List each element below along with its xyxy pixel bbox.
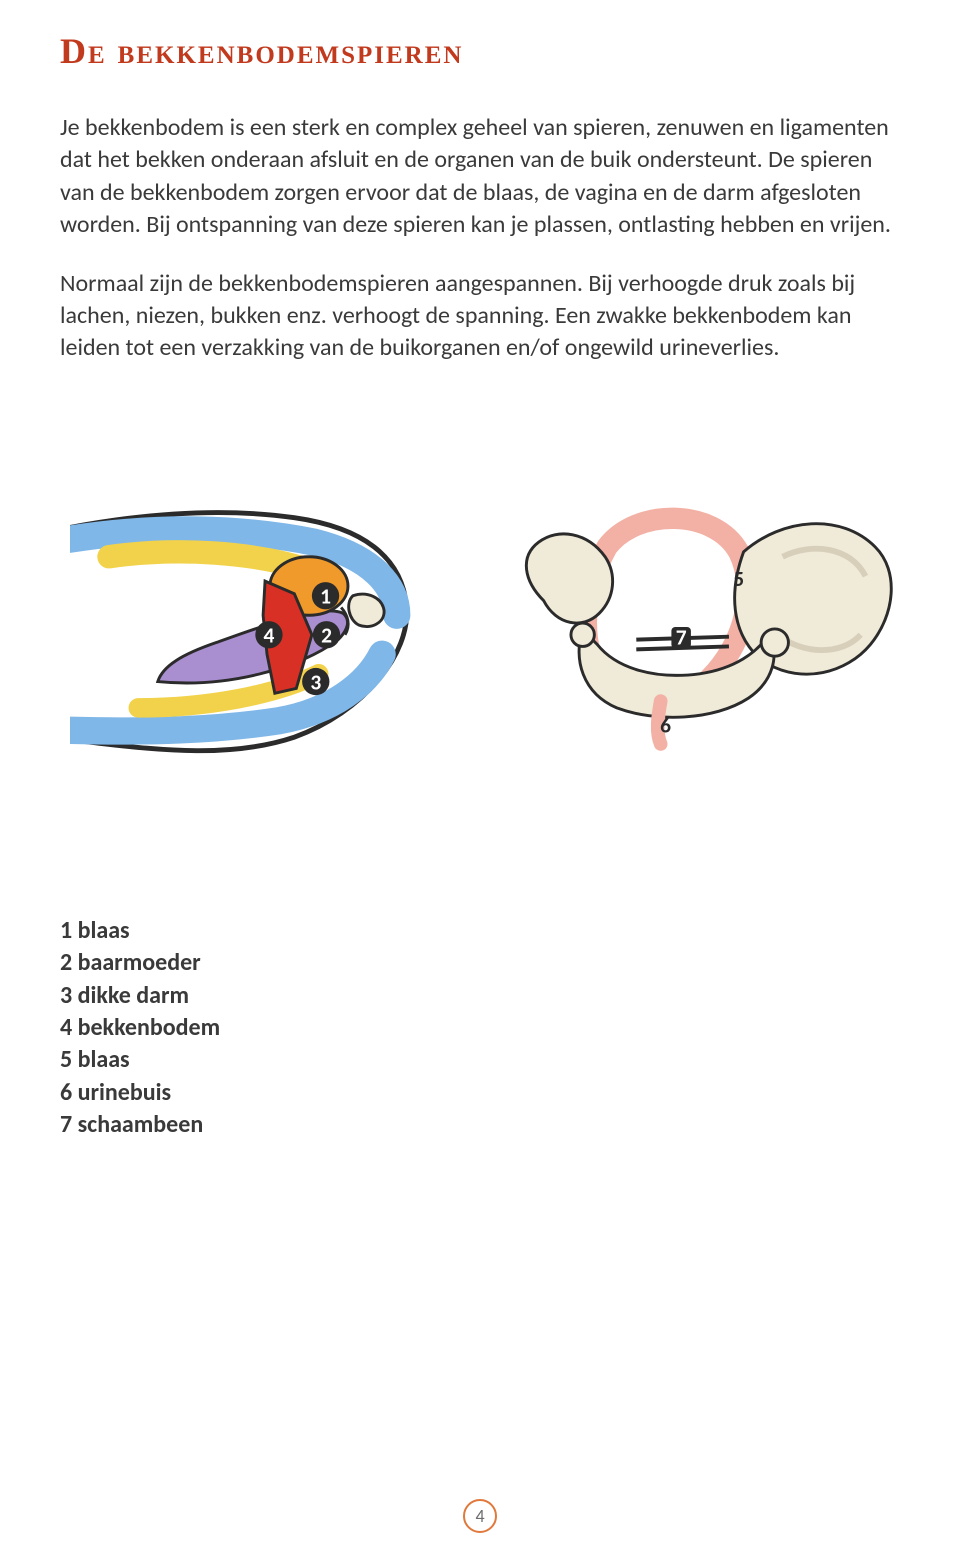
diagram-label-1: 1 — [320, 583, 331, 609]
page-title: De bekkenbodemspieren — [60, 30, 900, 72]
legend-item: 1 blaas — [60, 915, 900, 947]
paragraph-1: Je bekkenbodem is een sterk en complex g… — [60, 112, 900, 242]
legend-item: 6 urinebuis — [60, 1077, 900, 1109]
diagram-label-2: 2 — [321, 622, 332, 648]
legend-item: 5 blaas — [60, 1044, 900, 1076]
diagram-legend: 1 blaas 2 baarmoeder 3 dikke darm 4 bekk… — [60, 915, 900, 1142]
legend-item: 4 bekkenbodem — [60, 1012, 900, 1044]
diagram-label-4: 4 — [264, 622, 275, 648]
diagram-pelvis: 5 6 7 — [490, 485, 900, 765]
diagram-row: 1 2 3 4 — [60, 485, 900, 765]
diagram-label-6: 6 — [660, 712, 671, 738]
legend-item: 2 baarmoeder — [60, 947, 900, 979]
legend-item: 7 schaambeen — [60, 1109, 900, 1141]
paragraph-2: Normaal zijn de bekkenbodemspieren aange… — [60, 268, 900, 365]
diagram-label-3: 3 — [310, 669, 321, 695]
diagram-sagittal: 1 2 3 4 — [70, 485, 450, 765]
page-number: 4 — [463, 1499, 497, 1533]
legend-item: 3 dikke darm — [60, 980, 900, 1012]
diagram-label-5: 5 — [734, 566, 745, 592]
diagram-label-7: 7 — [676, 624, 687, 650]
